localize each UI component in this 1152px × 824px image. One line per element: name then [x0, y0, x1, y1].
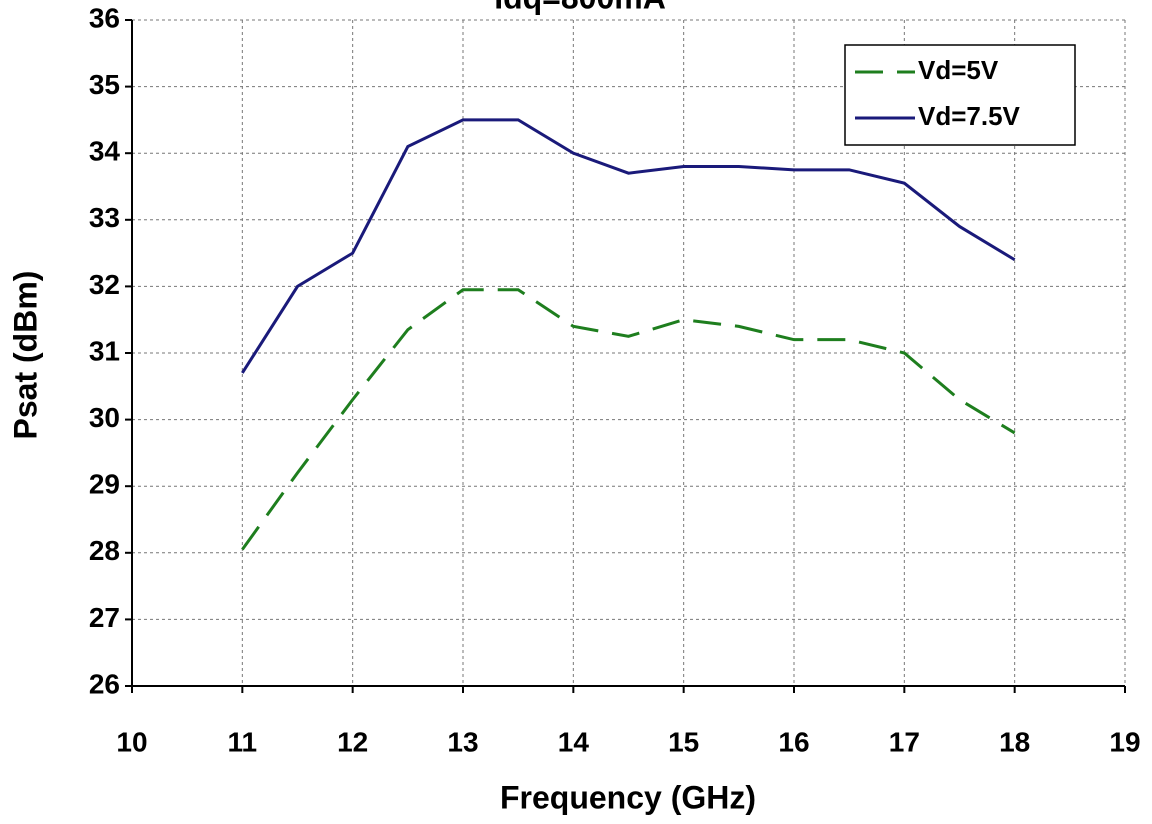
y-tick-label: 35 [89, 69, 120, 100]
y-tick-label: 31 [89, 335, 120, 366]
y-tick-label: 29 [89, 469, 120, 500]
y-axis-title: Psat (dBm) [7, 271, 43, 440]
legend-label: Vd=7.5V [918, 101, 1021, 131]
y-tick-label: 34 [89, 136, 121, 167]
series-line [241, 288, 1016, 551]
y-tick-label: 26 [89, 668, 120, 699]
x-tick-label: 15 [668, 726, 699, 757]
y-tick-label: 33 [89, 202, 120, 233]
x-tick-label: 19 [1109, 726, 1140, 757]
y-tick-label: 36 [89, 2, 120, 33]
x-tick-label: 10 [116, 726, 147, 757]
y-tick-label: 28 [89, 535, 120, 566]
x-tick-label: 16 [778, 726, 809, 757]
chart-title: Idq=800mA [494, 0, 666, 15]
legend-label: Vd=5V [918, 55, 999, 85]
legend-box [844, 44, 1076, 146]
y-tick-label: 27 [89, 602, 120, 633]
legend: Vd=5V Vd=7.5V [844, 44, 1076, 146]
y-tick-label: 30 [89, 402, 120, 433]
x-tick-label: 17 [889, 726, 920, 757]
x-axis-title: Frequency (GHz) [500, 779, 756, 815]
y-tick-label: 32 [89, 269, 120, 300]
x-tick-label: 14 [558, 726, 590, 757]
series-line [241, 118, 1016, 374]
x-tick-label: 18 [999, 726, 1030, 757]
x-tick-label: 11 [228, 726, 258, 757]
x-tick-label: 13 [447, 726, 478, 757]
x-tick-label: 12 [337, 726, 368, 757]
